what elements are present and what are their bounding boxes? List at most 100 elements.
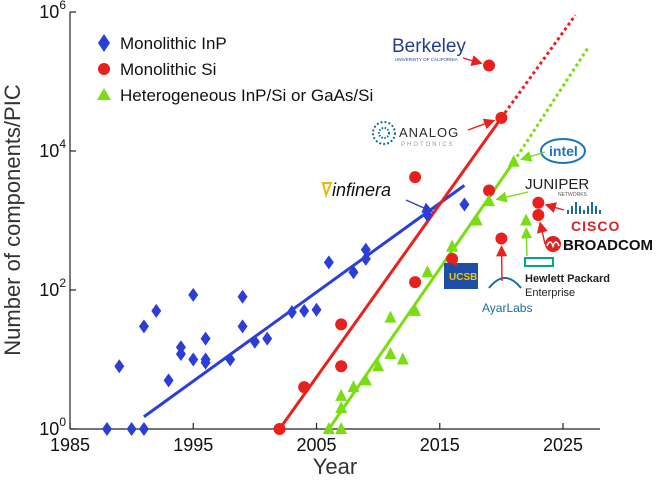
broadcom-icon: [545, 236, 561, 252]
trend-extension-2: [512, 47, 589, 163]
data-point-diamond: [249, 334, 260, 349]
data-point-triangle: [409, 303, 422, 316]
data-point-triangle: [520, 213, 533, 226]
axis-ticks: 1985 1995 2005 2015 2025 100 102 104 106: [39, 0, 583, 455]
trend-line-0: [143, 184, 466, 418]
data-point-diamond: [151, 303, 162, 318]
data-point-diamond: [200, 331, 211, 346]
data-point-triangle: [335, 401, 348, 414]
x-tick-label: 1985: [50, 435, 90, 455]
analog-photonics-icon: [372, 121, 396, 145]
legend-label-hetero: Heterogeneous InP/Si or GaAs/Si: [120, 86, 373, 105]
data-point-diamond: [262, 331, 273, 346]
ucsb-logo-box: [444, 263, 478, 289]
data-point-triangle: [396, 352, 409, 365]
arrow-analog-photonics: [467, 118, 496, 131]
data-point-diamond: [126, 422, 137, 436]
data-point-triangle: [507, 154, 520, 167]
trend-line-1: [278, 116, 503, 430]
hpe-logo-sub: Enterprise: [525, 287, 575, 299]
data-point-circle: [335, 318, 348, 331]
data-points: [101, 59, 545, 436]
arrow-hpe: [520, 227, 533, 257]
hpe-icon: [524, 257, 554, 267]
legend-label-si: Monolithic Si: [120, 60, 216, 79]
y-tick-label: 102: [39, 276, 66, 300]
ayarlabs-logo: AyarLabs: [482, 301, 532, 315]
arrow-juniper: [495, 191, 529, 203]
intel-ring-icon: [540, 138, 586, 164]
x-tick-label: 1995: [173, 435, 213, 455]
data-point-diamond: [311, 302, 322, 317]
data-point-diamond: [175, 340, 186, 355]
cisco-bars-icon: [567, 202, 601, 214]
hpe-logo: Hewlett Packard: [525, 273, 610, 285]
data-point-diamond: [237, 319, 248, 334]
y-tick-label: 104: [39, 137, 66, 161]
x-axis-title: Year: [313, 454, 357, 479]
x-tick-label: 2025: [543, 435, 583, 455]
x-tick-label: 2015: [420, 435, 460, 455]
data-point-triangle: [470, 213, 483, 226]
data-point-circle: [532, 196, 545, 209]
trend-extension-1: [500, 14, 577, 119]
data-point-triangle: [347, 380, 360, 393]
arrow-infinera: [405, 199, 434, 213]
data-point-diamond: [299, 303, 310, 318]
data-point-triangle: [359, 373, 372, 386]
analog-photonics-logo-sub: PHOTONICS: [401, 142, 455, 148]
trend-line-2: [327, 160, 515, 430]
data-point-diamond: [138, 319, 149, 334]
data-point-triangle: [446, 239, 459, 252]
arrow-intel: [520, 151, 546, 162]
data-point-diamond: [138, 422, 149, 436]
arrow-broadcom: [536, 221, 548, 245]
data-point-triangle: [384, 310, 397, 323]
data-point-circle: [273, 423, 286, 435]
data-point-diamond: [200, 352, 211, 367]
arrow-berkeley: [462, 55, 483, 66]
data-point-diamond: [188, 287, 199, 302]
intel-logo: intel: [549, 143, 578, 159]
data-point-circle: [335, 360, 348, 373]
data-point-diamond: [323, 255, 334, 270]
berkeley-logo-sub: UNIVERSITY OF CALIFORNIA: [395, 57, 458, 62]
company-logos: Berkeley UNIVERSITY OF CALIFORNIA ANALOG…: [321, 36, 653, 315]
annotation-arrows: [405, 55, 565, 282]
data-point-triangle: [335, 422, 348, 434]
arrow-cisco: [544, 202, 565, 213]
data-point-triangle: [421, 265, 434, 278]
cisco-logo: CISCO: [571, 218, 620, 234]
data-point-triangle: [483, 194, 496, 207]
data-point-circle: [298, 381, 311, 394]
y-tick-label: 106: [39, 0, 66, 22]
infinera-logo: infinera: [332, 180, 391, 200]
data-point-circle: [483, 59, 496, 72]
legend-marker-hetero: [97, 88, 111, 100]
juniper-logo-sub: NETWORKS: [558, 192, 588, 198]
ucsb-logo: UCSB: [449, 272, 477, 283]
analog-photonics-logo: ANALOG: [399, 125, 459, 140]
data-point-diamond: [163, 373, 174, 388]
berkeley-logo: Berkeley: [392, 36, 466, 57]
y-tick-label: 100: [39, 415, 66, 439]
juniper-logo: JUNIPER: [525, 176, 589, 193]
y-axis-title: Number of components/PIC: [0, 84, 25, 356]
data-point-diamond: [286, 305, 297, 320]
legend-marker-inp: [98, 34, 110, 52]
data-point-diamond: [360, 242, 371, 257]
ayarlabs-icon: [488, 277, 522, 289]
data-point-circle: [495, 232, 508, 245]
data-point-triangle: [372, 359, 385, 372]
data-point-diamond: [459, 197, 470, 212]
data-point-diamond: [237, 289, 248, 304]
legend-marker-si: [98, 63, 110, 75]
arrow-ucsb: [446, 254, 458, 267]
data-point-triangle: [384, 346, 397, 359]
data-point-diamond: [101, 422, 112, 436]
legend-label-inp: Monolithic InP: [120, 34, 227, 53]
data-point-diamond: [360, 251, 371, 266]
plot-frame: [69, 12, 600, 430]
data-point-triangle: [335, 388, 348, 401]
